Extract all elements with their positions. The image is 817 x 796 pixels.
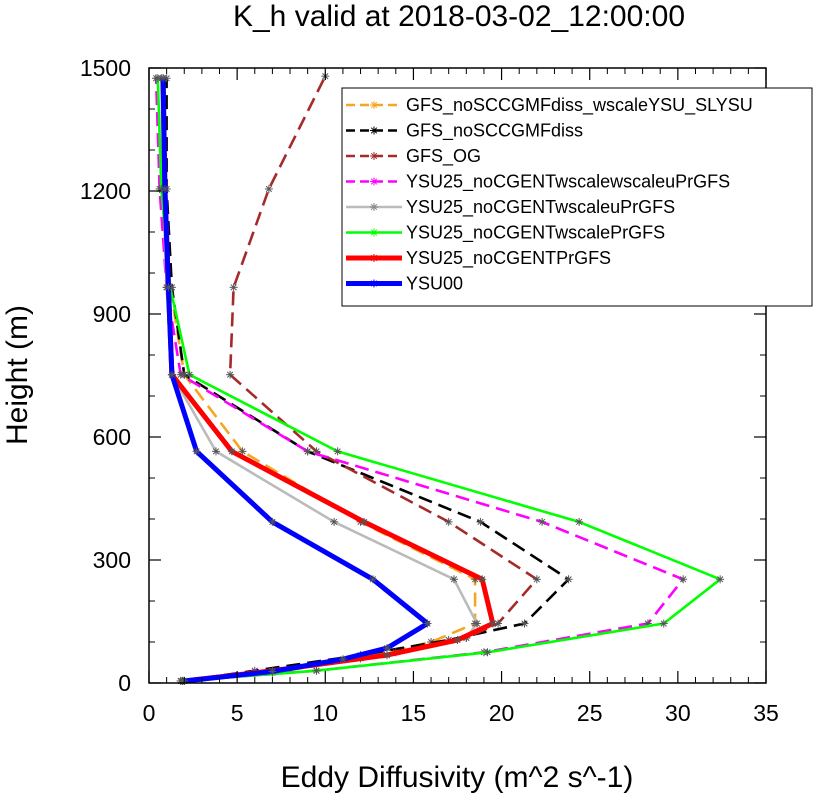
legend-marker xyxy=(370,101,378,109)
series-point xyxy=(659,619,668,628)
series-point xyxy=(185,370,194,379)
legend-item: YSU25_noCGENTwscalePrGFS xyxy=(346,223,665,244)
series-point xyxy=(238,447,247,456)
series-point xyxy=(423,619,432,628)
legend-marker xyxy=(370,254,378,262)
series-point xyxy=(538,517,547,526)
series-point xyxy=(176,370,185,379)
y-axis-label: Height (m) xyxy=(1,305,34,445)
series-line xyxy=(165,78,570,683)
series-point xyxy=(160,184,169,193)
legend-label: GFS_noSCCGMFdiss xyxy=(406,121,583,142)
series-point xyxy=(532,575,541,584)
plot-series xyxy=(152,72,725,685)
series-point xyxy=(444,517,453,526)
series-point xyxy=(476,517,485,526)
x-tick-label: 5 xyxy=(231,700,244,726)
series-point xyxy=(330,517,339,526)
x-tick-label: 15 xyxy=(401,700,427,726)
x-tick-label: 20 xyxy=(489,700,515,726)
legend-marker xyxy=(370,228,378,237)
y-tick-label: 1200 xyxy=(80,178,131,204)
series-point xyxy=(227,447,236,456)
series-point xyxy=(478,575,487,584)
legend-item: YSU25_noCGENTPrGFS xyxy=(346,248,611,269)
x-tick-label: 35 xyxy=(753,700,779,726)
series-point xyxy=(575,517,584,526)
series-point xyxy=(264,184,273,193)
series-point xyxy=(229,283,238,292)
series-point xyxy=(338,655,347,664)
series-point xyxy=(453,635,462,644)
legend-item: YSU00 xyxy=(346,274,463,294)
legend-marker xyxy=(370,203,378,211)
series-point xyxy=(312,666,321,675)
series-point xyxy=(449,575,458,584)
y-tick-label: 0 xyxy=(118,670,131,696)
series-point xyxy=(159,74,168,83)
legend-marker xyxy=(370,126,378,135)
series-point xyxy=(226,370,235,379)
series-point xyxy=(716,575,725,584)
y-tick-label: 600 xyxy=(93,424,131,450)
series-point xyxy=(360,517,369,526)
legend-marker xyxy=(370,177,378,186)
series-point xyxy=(303,447,312,456)
legend-item: GFS_noSCCGMFdiss xyxy=(346,121,583,142)
ticks: 0 5 10 15 20 25 30 35 0 300 600 900 1200 1500 xyxy=(80,55,779,726)
series-point xyxy=(520,619,529,628)
legend-label: YSU25_noCGENTwscaleuPrGFS xyxy=(406,197,675,218)
legend-label: GFS_OG xyxy=(406,146,481,167)
series-point xyxy=(368,575,377,584)
series-point xyxy=(167,370,176,379)
legend-item: YSU25_noCGENTwscaleuPrGFS xyxy=(346,197,675,218)
y-tick-label: 1500 xyxy=(80,55,131,81)
series-point xyxy=(382,651,391,660)
legend-item: GFS_OG xyxy=(346,146,481,167)
series-point xyxy=(679,575,688,584)
legend-label: YSU25_noCGENTwscalewscaleuPrGFS xyxy=(406,172,730,193)
legend: GFS_noSCCGMFdiss_wscaleYSU_SLYSU GFS_noSC… xyxy=(341,87,813,307)
x-tick-label: 10 xyxy=(312,700,338,726)
legend-box xyxy=(341,87,813,307)
series-point xyxy=(382,644,391,653)
legend-label: YSU25_noCGENTPrGFS xyxy=(406,248,611,269)
legend-item: GFS_noSCCGMFdiss_wscaleYSU_SLYSU xyxy=(346,95,753,116)
series-point xyxy=(164,283,173,292)
legend-marker xyxy=(370,279,378,288)
series-point xyxy=(333,447,342,456)
legend-item: YSU25_noCGENTwscalewscaleuPrGFS xyxy=(346,172,730,193)
legend-marker xyxy=(370,152,378,160)
x-axis-label: Eddy Diffusivity (m^2 s^-1) xyxy=(281,761,634,794)
legend-label: YSU00 xyxy=(406,274,463,294)
legend-label: YSU25_noCGENTwscalePrGFS xyxy=(406,223,665,244)
series-point xyxy=(211,447,220,456)
plot-frame xyxy=(148,67,767,684)
y-tick-label: 900 xyxy=(93,301,131,327)
series-line xyxy=(160,78,430,684)
legend-label: GFS_noSCCGMFdiss_wscaleYSU_SLYSU xyxy=(406,95,753,116)
chart-title: K_h valid at 2018-03-02_12:00:00 xyxy=(233,0,685,33)
x-tick-label: 25 xyxy=(577,700,603,726)
series-point xyxy=(268,517,277,526)
x-tick-label: 0 xyxy=(143,700,156,726)
series-point xyxy=(268,667,277,676)
y-tick-label: 300 xyxy=(93,547,131,573)
series-point xyxy=(192,447,201,456)
series-point xyxy=(472,619,481,628)
series-point xyxy=(488,619,497,628)
x-tick-label: 30 xyxy=(665,700,691,726)
series-point xyxy=(564,575,573,584)
series-point xyxy=(483,648,492,657)
